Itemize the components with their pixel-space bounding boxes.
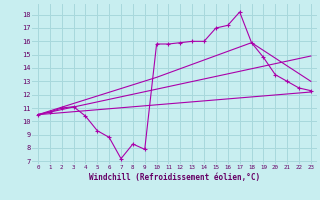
X-axis label: Windchill (Refroidissement éolien,°C): Windchill (Refroidissement éolien,°C) (89, 173, 260, 182)
